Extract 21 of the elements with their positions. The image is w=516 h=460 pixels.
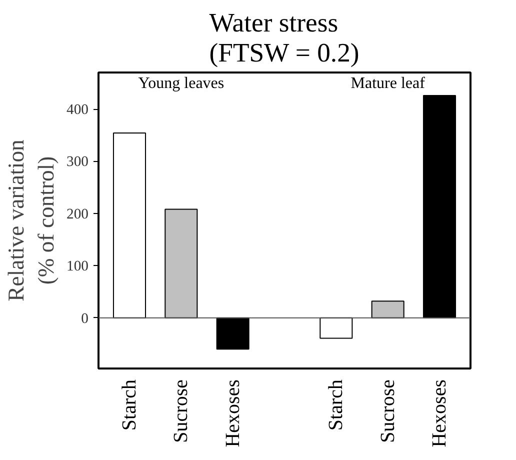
bar	[216, 317, 250, 350]
y-tick-label: 100	[66, 258, 88, 275]
bar	[371, 300, 404, 318]
bar	[112, 132, 146, 318]
chart-title: Water stress (FTSW = 0.2)	[209, 8, 360, 68]
x-tick-label: Hexoses	[222, 379, 244, 448]
y-tick-label: 200	[66, 206, 88, 222]
y-tick-label: 400	[66, 102, 88, 118]
y-tick-label: 0	[81, 310, 88, 327]
y-axis-title: Relative variation (% of control)	[4, 140, 59, 302]
y-tick-label: 300	[66, 154, 88, 170]
bar	[164, 208, 198, 318]
bar	[422, 94, 456, 318]
x-tick-label: Sucrose	[170, 379, 192, 443]
annotation: Young leaves	[138, 74, 224, 92]
x-tick-label: Starch	[325, 380, 348, 431]
x-tick-label: Sucrose	[376, 379, 399, 443]
annotation: Mature leaf	[350, 74, 426, 92]
x-tick-label: Hexoses	[428, 379, 450, 448]
x-tick-label: Starch	[118, 380, 140, 431]
bar	[320, 317, 353, 339]
